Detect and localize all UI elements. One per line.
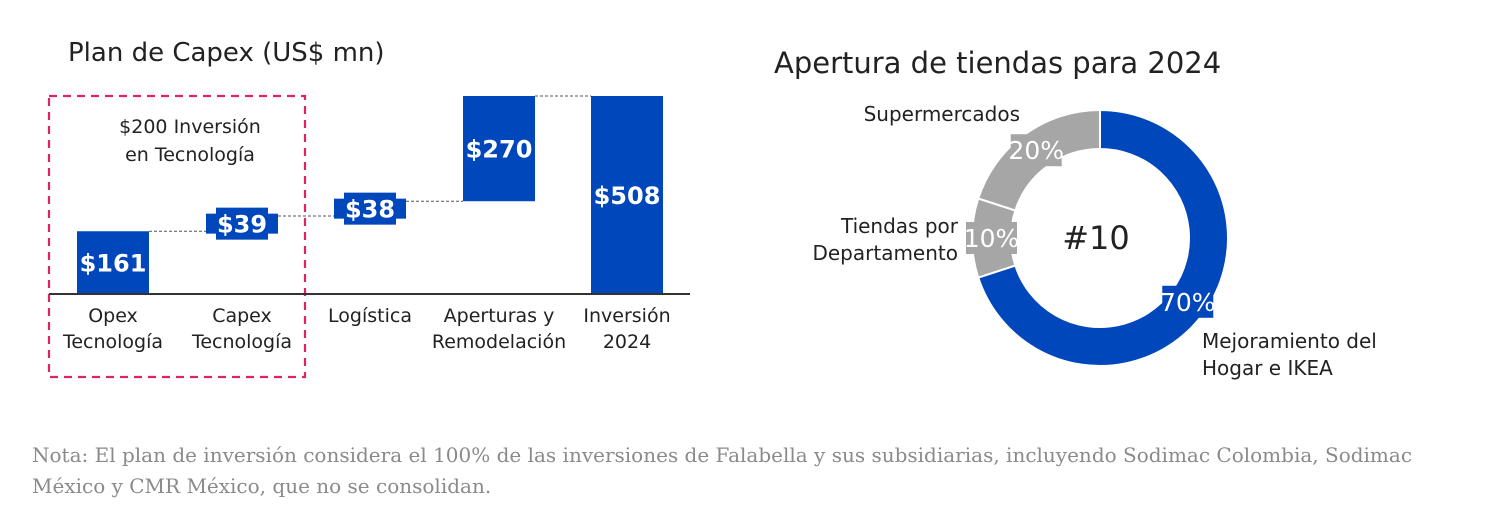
donut-slice-1-name: Departamento bbox=[812, 241, 958, 265]
donut-slice-0-name: Mejoramiento del bbox=[1202, 329, 1377, 353]
category-label: Aperturas y bbox=[444, 305, 555, 327]
tech-group-label: $200 Inversión bbox=[119, 116, 261, 138]
bar-0 bbox=[77, 231, 149, 294]
tech-group-box bbox=[47, 94, 307, 379]
bar-2-label-box bbox=[344, 192, 396, 225]
bar-3-value-label: $270 bbox=[466, 136, 533, 164]
donut-center-label: #10 bbox=[1062, 219, 1130, 257]
category-label: Logística bbox=[328, 305, 412, 327]
tech-group-label: en Tecnología bbox=[125, 144, 255, 166]
donut-slice-2-name: Supermercados bbox=[864, 102, 1020, 126]
bar-2-value-label: $38 bbox=[345, 196, 395, 224]
capex-waterfall-chart: $200 Inversión en Tecnología $161 $39 $38 $27… bbox=[47, 94, 690, 379]
donut-slice-2-percent: 20% bbox=[1008, 136, 1064, 165]
category-label: Tecnología bbox=[62, 331, 163, 353]
donut-slice-0-label-box bbox=[1162, 285, 1214, 318]
donut-slice-2-label-box bbox=[1010, 134, 1062, 167]
category-label: Tecnología bbox=[191, 331, 292, 353]
bar-1-value-label: $39 bbox=[217, 211, 267, 239]
donut-slice-1-percent: 10% bbox=[964, 224, 1020, 253]
bar-1-label-box bbox=[216, 207, 268, 240]
bar-3 bbox=[463, 96, 535, 202]
donut-slice-1-label-box bbox=[966, 222, 1017, 254]
category-label: Inversión bbox=[583, 305, 670, 327]
capex-chart-title: Plan de Capex (US$ mn) bbox=[68, 38, 385, 68]
stores-chart-title: Apertura de tiendas para 2024 bbox=[774, 46, 1222, 80]
category-label: Opex bbox=[88, 305, 138, 327]
category-label: 2024 bbox=[603, 331, 651, 353]
donut-slice-0-name: Hogar e IKEA bbox=[1202, 356, 1333, 380]
category-label: Remodelación bbox=[432, 331, 566, 353]
bar-4-value-label: $508 bbox=[594, 182, 661, 210]
bar-0-value-label: $161 bbox=[80, 250, 147, 278]
bar-4 bbox=[591, 96, 663, 294]
donut-slice-0-percent: 70% bbox=[1160, 288, 1216, 317]
category-label: Capex bbox=[212, 305, 272, 327]
stores-donut-chart: 70% Mejoramiento del Hogar e IKEA 10%Tienda… bbox=[812, 102, 1377, 380]
footnote: Nota: El plan de inversión considera el … bbox=[32, 443, 1413, 498]
donut-slice-1-name: Tiendas por bbox=[840, 214, 959, 238]
